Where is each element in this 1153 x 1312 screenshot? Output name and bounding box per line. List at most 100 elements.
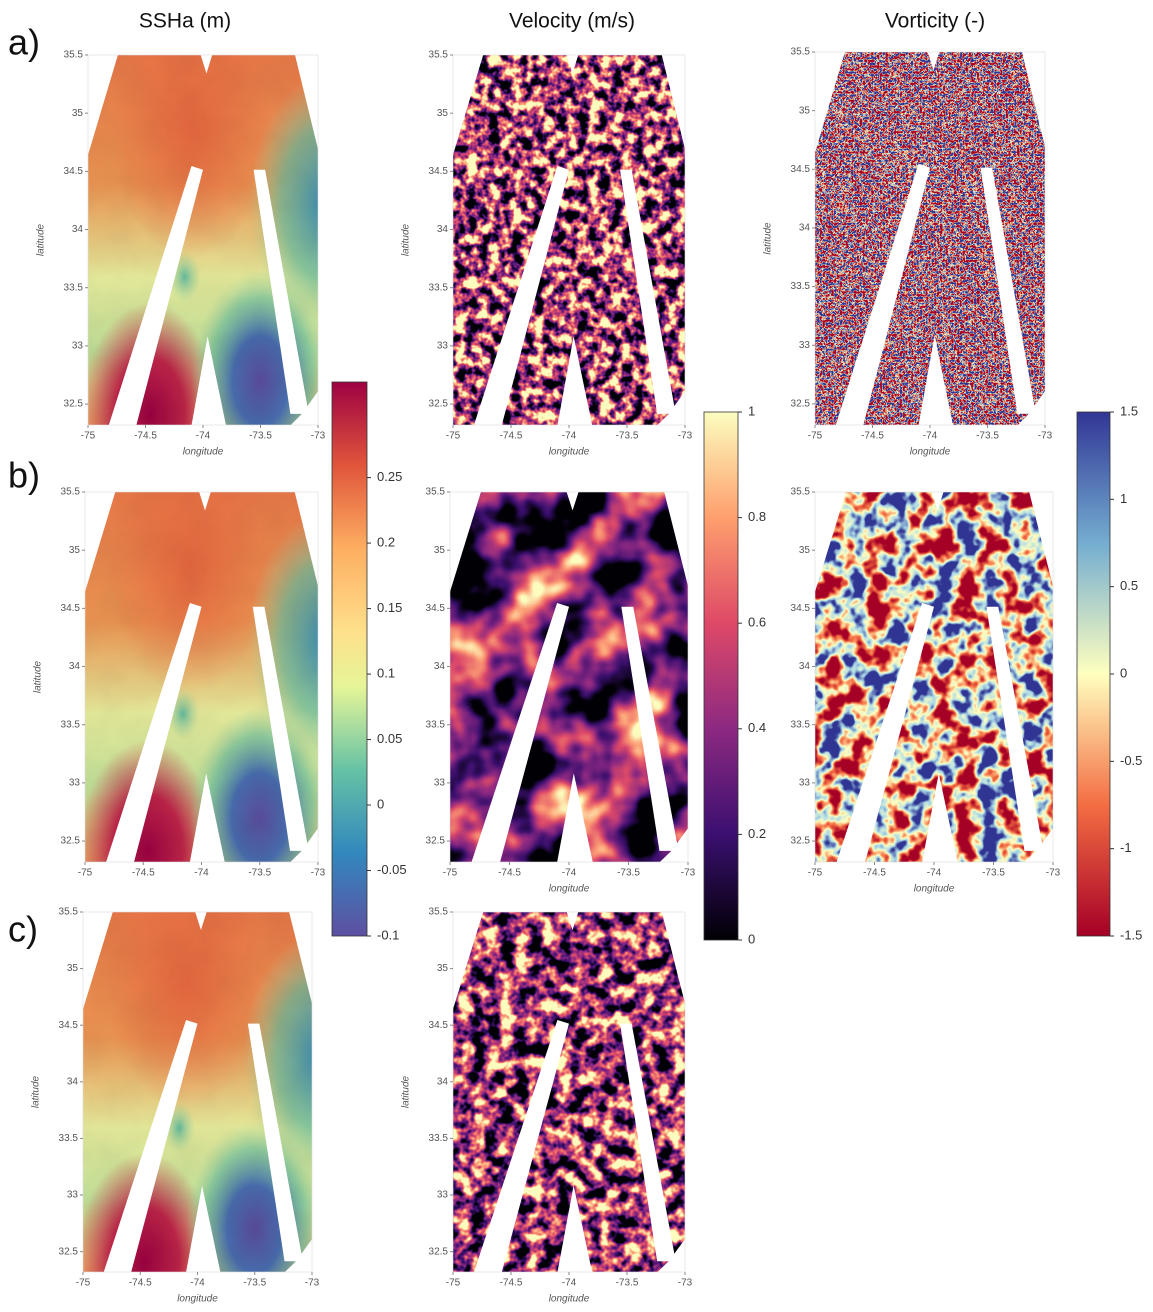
y-tick-label: 35.5 — [429, 50, 449, 61]
swath-gap — [922, 773, 958, 863]
colorbar-tick-label: 0 — [748, 931, 755, 946]
x-tick-label: -74.5 — [132, 868, 155, 879]
swath-gap — [931, 492, 944, 511]
y-tick-label: 35 — [437, 108, 449, 119]
colorbar: -1.5 -1 -0.5 0 0.5 1 1.5 — [1076, 403, 1142, 942]
x-tick-label: -73.5 — [616, 431, 639, 442]
x-tick-label: -75 — [78, 868, 93, 879]
x-tick-label: -74 — [196, 431, 211, 442]
y-tick-label: 35.5 — [64, 50, 84, 61]
y-tick-label: 34.5 — [61, 603, 81, 614]
y-tick-label: 34.5 — [791, 164, 811, 175]
x-tick-label: -74.5 — [134, 431, 157, 442]
y-tick-label: 32.5 — [429, 399, 449, 410]
colorbar-tick-label: -0.1 — [377, 927, 399, 942]
x-axis-label: longitude — [914, 884, 955, 895]
column-title: Velocity (m/s) — [509, 10, 635, 33]
swath-gap — [186, 1185, 221, 1273]
map-panel: -75 -74.5 -74 -73.5 -73 32.5 33 33.5 34 34.5 35 35.… — [791, 487, 1061, 895]
swath-gap — [621, 606, 679, 851]
swath-gap — [105, 603, 202, 863]
colorbar-tick-label: -0.5 — [1120, 753, 1142, 768]
x-tick-label: -75 — [446, 1278, 461, 1289]
y-tick-label: 33 — [72, 341, 84, 352]
map-panel: -75 -74.5 -74 -73.5 -73 32.5 33 33.5 34 34.5 35 35.… — [763, 47, 1053, 458]
colorbar-fill — [331, 381, 368, 937]
column-title: Vorticity (-) — [885, 10, 985, 33]
swath-gap — [980, 167, 1036, 414]
y-tick-label: 33 — [437, 341, 449, 352]
swath-gap — [295, 55, 321, 159]
x-tick-label: -73 — [305, 1278, 320, 1289]
y-tick-label: 34.5 — [426, 603, 446, 614]
colorbar-tick-label: -0.05 — [377, 862, 407, 877]
colorbar-fill — [703, 411, 739, 941]
y-tick-label: 34.5 — [59, 1020, 79, 1031]
x-tick-label: -73.5 — [617, 868, 640, 879]
y-tick-label: 33.5 — [61, 719, 81, 730]
y-tick-label: 32.5 — [791, 399, 811, 410]
y-axis-label: latitude — [33, 660, 44, 693]
y-tick-label: 34.5 — [64, 166, 84, 177]
x-axis-label: longitude — [549, 884, 590, 895]
colorbar-tick-label: 0 — [1120, 665, 1127, 680]
x-axis-label: longitude — [549, 1294, 590, 1305]
x-tick-label: -75 — [446, 431, 461, 442]
colorbar-tick-label: 1 — [1120, 491, 1127, 506]
map-panel: -75 -74.5 -74 -73.5 -73 32.5 33 33.5 34 34.5 35 35.… — [401, 50, 693, 458]
swath-gap — [557, 1185, 593, 1273]
swath-gap — [453, 55, 484, 155]
colorbar-tick-label: 0.15 — [377, 600, 402, 615]
y-axis-label: latitude — [401, 1075, 412, 1108]
swath-gap — [253, 169, 309, 414]
y-tick-label: 35.5 — [791, 47, 811, 58]
y-tick-label: 33.5 — [59, 1133, 79, 1144]
swath-gap — [815, 492, 846, 592]
y-tick-label: 32.5 — [429, 1246, 449, 1257]
x-axis-label: longitude — [910, 447, 951, 458]
x-tick-label: -74 — [562, 868, 577, 879]
swath-gap — [88, 55, 118, 155]
y-tick-label: 35.5 — [426, 487, 446, 498]
column-title: SSHa (m) — [139, 10, 231, 33]
y-tick-label: 35 — [799, 545, 811, 556]
swath-gap — [1017, 387, 1048, 426]
swath-gap — [289, 912, 315, 1013]
swath-gap — [191, 336, 226, 426]
x-tick-label: -73.5 — [249, 431, 272, 442]
x-tick-label: -73 — [1038, 431, 1053, 442]
x-tick-label: -75 — [443, 868, 458, 879]
y-axis-label: latitude — [36, 223, 47, 256]
y-tick-label: 35.5 — [61, 487, 81, 498]
row-label: c) — [8, 909, 38, 950]
y-tick-label: 33 — [434, 778, 446, 789]
y-tick-label: 34 — [799, 223, 811, 234]
colorbar-tick-label: 0.05 — [377, 731, 402, 746]
swath-gap — [815, 52, 845, 153]
row-label: a) — [8, 22, 40, 63]
y-tick-label: 34.5 — [429, 1020, 449, 1031]
x-tick-label: -73 — [678, 431, 693, 442]
y-tick-label: 35 — [69, 545, 81, 556]
colorbar-tick-label: -1.5 — [1120, 927, 1142, 942]
swath-gap — [294, 492, 321, 596]
x-tick-label: -73.5 — [976, 431, 999, 442]
swath-gap — [189, 773, 225, 863]
swath-gap — [566, 55, 579, 74]
x-tick-label: -75 — [808, 868, 823, 879]
y-axis-label: latitude — [401, 223, 412, 256]
y-tick-label: 33.5 — [791, 719, 811, 730]
x-axis-label: longitude — [183, 447, 224, 458]
swath-gap — [252, 606, 309, 851]
y-tick-label: 35 — [799, 105, 811, 116]
x-tick-label: -73.5 — [248, 868, 271, 879]
y-tick-label: 33.5 — [429, 282, 449, 293]
y-tick-label: 33 — [67, 1190, 79, 1201]
x-tick-label: -74 — [562, 1278, 577, 1289]
colorbar-tick-label: 0.4 — [748, 720, 766, 735]
x-tick-label: -74 — [927, 868, 942, 879]
x-tick-label: -74 — [194, 868, 209, 879]
y-tick-label: 32.5 — [64, 399, 84, 410]
y-tick-label: 33.5 — [791, 281, 811, 292]
